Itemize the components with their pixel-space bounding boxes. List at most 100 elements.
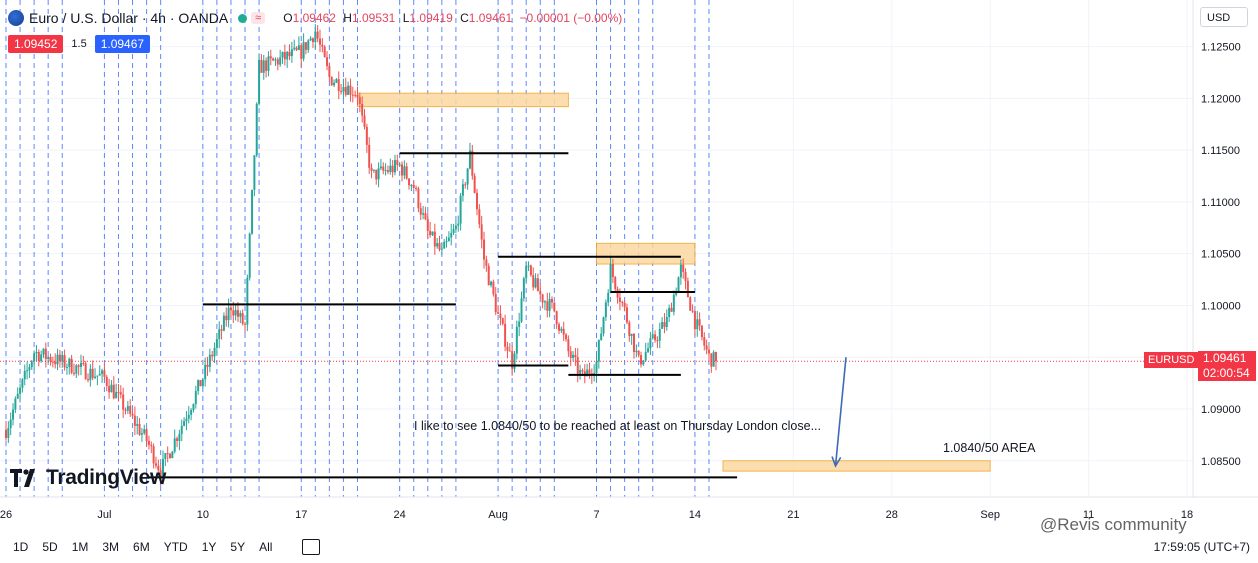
ohlc-change: −0.00001 (−0.00%): [519, 11, 623, 25]
candle-body: [534, 278, 537, 288]
candle-body: [398, 164, 401, 166]
candle-body: [183, 421, 186, 426]
candle-body: [108, 385, 111, 393]
range-3m[interactable]: 3M: [102, 539, 120, 554]
candle-body: [698, 319, 701, 326]
range-5d[interactable]: 5D: [42, 539, 58, 554]
candle-body: [459, 195, 462, 224]
candle-body: [595, 361, 598, 374]
range-1d[interactable]: 1D: [13, 539, 29, 554]
candle-body: [475, 192, 478, 210]
candle-body: [133, 415, 136, 426]
range-1m[interactable]: 1M: [71, 539, 89, 554]
candle-body: [541, 294, 544, 303]
x-tick-label: 24: [394, 509, 406, 521]
ohlc-open-label: O: [283, 11, 293, 25]
candle-body: [415, 187, 418, 189]
candle-body: [218, 329, 221, 339]
candle-body: [206, 364, 209, 367]
candle-body: [342, 87, 345, 92]
candle-body: [51, 361, 54, 363]
candle-body: [375, 169, 378, 180]
tradingview-logo[interactable]: TradingView: [10, 466, 166, 490]
target-area-label[interactable]: 1.0840/50 AREA: [943, 441, 1036, 455]
symbol-title[interactable]: Euro / U.S. Dollar · 4h · OANDA: [29, 10, 229, 26]
candle-body: [19, 387, 22, 394]
candle-body: [464, 184, 467, 186]
candle-body: [391, 165, 394, 173]
x-tick-label: Sep: [980, 509, 1000, 521]
candle-body: [269, 56, 272, 59]
approx-badge: ≈: [251, 12, 266, 24]
candle-body: [91, 368, 94, 378]
y-tick-label: 1.11000: [1201, 197, 1240, 209]
sell-button[interactable]: 1.09452: [8, 35, 64, 53]
candle-body: [579, 370, 582, 374]
candle-body: [408, 178, 411, 186]
candle-body: [262, 60, 265, 73]
range-ytd[interactable]: YTD: [163, 539, 188, 554]
candle-body: [311, 38, 314, 43]
candle-body: [602, 317, 605, 334]
forecast-note[interactable]: I like to see 1.0840/50 to be reached at…: [414, 419, 821, 433]
clock-readout[interactable]: 17:59:05 (UTC+7): [1153, 539, 1250, 554]
range-1y[interactable]: 1Y: [201, 539, 217, 554]
candle-body: [101, 370, 104, 374]
candle-body: [497, 312, 500, 314]
candle-body: [234, 310, 237, 316]
candle-body: [161, 459, 164, 479]
candle-body: [56, 354, 59, 365]
candle-body: [173, 438, 176, 452]
logo-text: TradingView: [46, 466, 167, 489]
candle-body: [637, 350, 640, 356]
range-6m[interactable]: 6M: [133, 539, 150, 554]
candle-body: [138, 424, 141, 435]
candle-body: [61, 355, 64, 362]
candle-body: [251, 189, 254, 234]
candle-body: [614, 277, 617, 290]
candle-body: [82, 362, 85, 364]
candle-body: [321, 44, 324, 47]
candle-body: [365, 126, 368, 145]
candle-body: [600, 333, 603, 340]
supply-demand-zones: [356, 92, 991, 472]
candle-body: [333, 82, 336, 86]
candle-body: [490, 281, 493, 286]
range-5y[interactable]: 5Y: [230, 539, 246, 554]
calendar-icon[interactable]: [302, 538, 321, 555]
range-all[interactable]: All: [259, 539, 273, 554]
candle-body: [117, 392, 120, 394]
candle-body: [248, 233, 251, 278]
candle-body: [632, 333, 635, 352]
symbol-price-tag: EURUSD: [1144, 352, 1199, 368]
candle-body: [349, 85, 352, 95]
candle-body: [562, 328, 565, 335]
candle-body: [358, 97, 361, 105]
candle-body: [370, 167, 373, 171]
candle-body: [326, 57, 329, 67]
candle-body: [640, 355, 643, 365]
candle-body: [35, 351, 38, 354]
candle-body: [412, 184, 415, 188]
candle-body: [314, 31, 317, 43]
currency-select[interactable]: USD: [1200, 7, 1248, 27]
candle-body: [164, 453, 167, 460]
candle-body: [115, 392, 118, 399]
candle-body: [232, 310, 235, 316]
candle-body: [14, 398, 17, 410]
buy-button[interactable]: 1.09467: [94, 35, 151, 53]
candle-body: [401, 164, 404, 176]
candle-body: [445, 241, 448, 243]
candle-body: [679, 264, 682, 278]
candle-body: [424, 213, 427, 220]
candle-body: [382, 166, 385, 171]
zone-rect: [722, 460, 991, 472]
candle-body: [75, 365, 78, 374]
candle-body: [330, 76, 333, 86]
candle-body: [246, 277, 249, 325]
candle-body: [386, 170, 389, 172]
candle-body: [665, 317, 668, 328]
candle-body: [47, 356, 50, 359]
candle-body: [668, 307, 671, 318]
